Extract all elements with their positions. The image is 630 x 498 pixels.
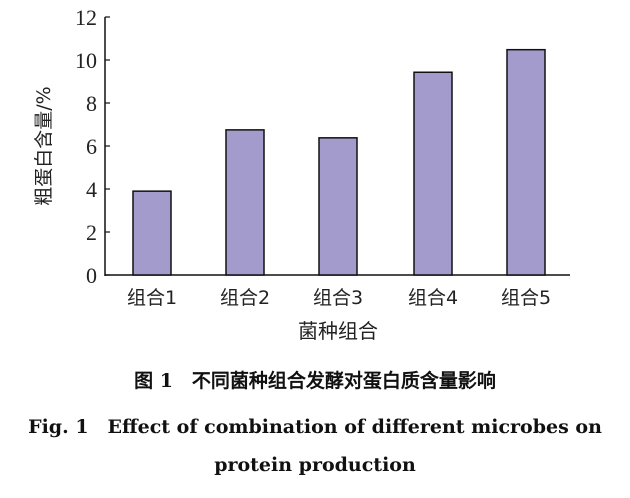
y-tick-label: 4 <box>86 177 97 202</box>
bar-chart: 0 2 4 6 8 10 12 组合1 组合2 组合3 组合4 组合5 菌种组合 粗蛋白含量/% <box>33 5 570 343</box>
x-tick-label: 组合3 <box>313 287 363 309</box>
y-tick-label: 8 <box>86 91 97 116</box>
bar <box>506 48 546 276</box>
bar <box>318 137 358 276</box>
bar <box>225 129 265 276</box>
x-tick-label: 组合4 <box>408 287 458 309</box>
bar <box>413 71 453 276</box>
y-tick-label: 12 <box>75 5 97 30</box>
x-tick-label: 组合5 <box>501 287 551 309</box>
y-tick-label: 10 <box>75 48 97 73</box>
x-axis-label: 菌种组合 <box>298 319 378 343</box>
x-tick-label: 组合2 <box>220 287 270 309</box>
y-axis-label: 粗蛋白含量/% <box>33 86 55 205</box>
caption-en-line1: Fig. 1 Effect of combination of differen… <box>28 416 602 438</box>
x-tick-label: 组合1 <box>127 287 177 309</box>
y-tick-label: 6 <box>86 134 97 159</box>
caption-cn: 图 1 不同菌种组合发酵对蛋白质含量影响 <box>134 370 496 392</box>
y-tick-label: 2 <box>86 220 97 245</box>
bar <box>132 190 172 276</box>
caption-en-line2: protein production <box>214 454 416 476</box>
y-tick-label: 0 <box>86 263 97 288</box>
